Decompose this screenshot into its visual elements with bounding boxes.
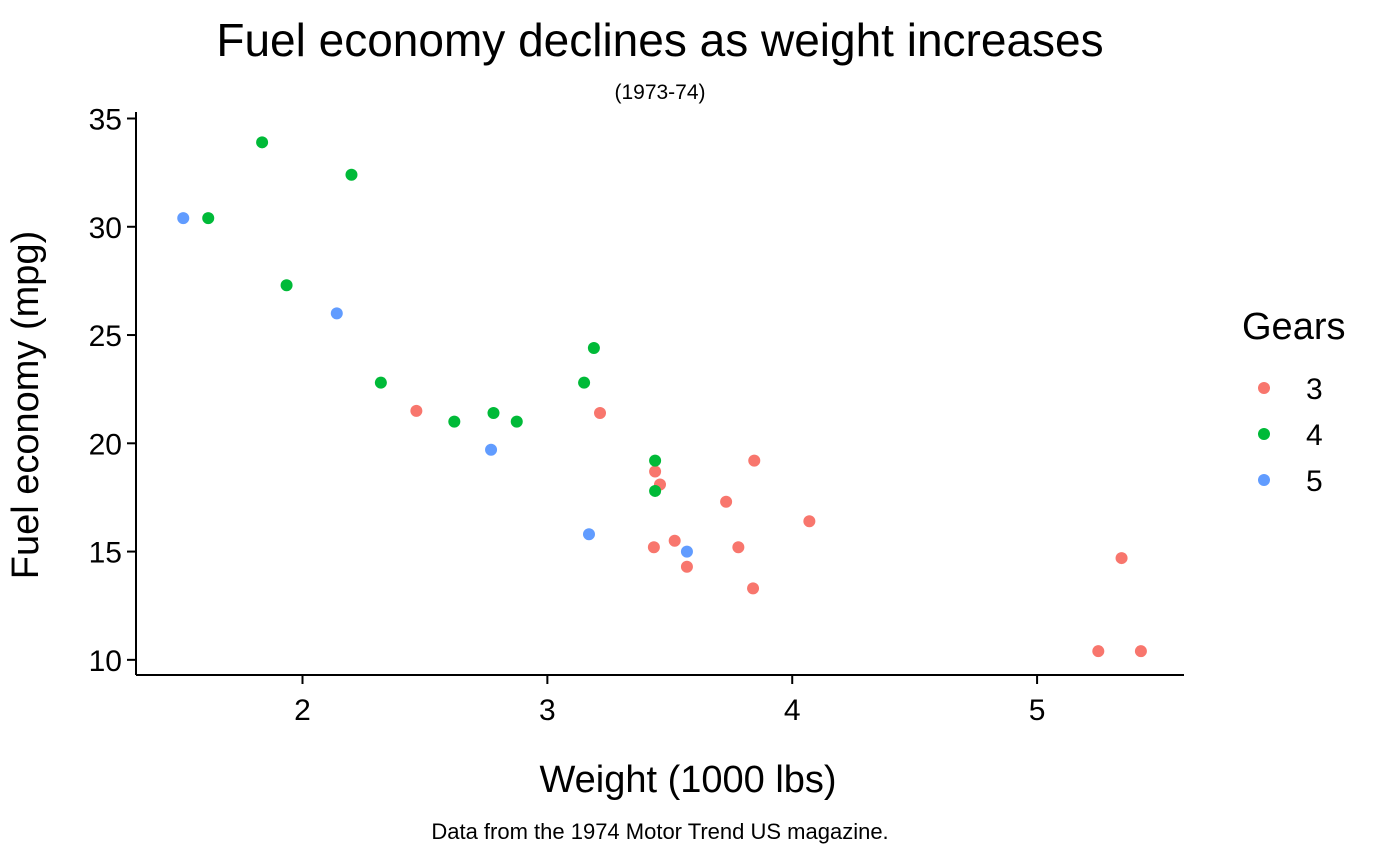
legend-key-4	[1258, 428, 1270, 440]
y-tick-label: 15	[89, 537, 122, 570]
data-point-gear-5	[485, 443, 498, 456]
data-point-gear-5	[330, 307, 343, 320]
data-point-gear-4	[578, 376, 591, 389]
data-point-gear-3	[1115, 552, 1128, 565]
data-point-gear-4	[487, 406, 500, 419]
data-points	[177, 136, 1147, 658]
data-point-gear-3	[410, 404, 423, 417]
x-axis-title: Weight (1000 lbs)	[539, 759, 836, 801]
data-point-gear-3	[732, 541, 745, 554]
legend-items: 3 4 5	[1258, 373, 1323, 498]
data-point-gear-3	[748, 454, 761, 467]
legend: Gears 3 4 5	[1242, 306, 1345, 498]
data-point-gear-3	[668, 534, 681, 547]
data-point-gear-4	[510, 415, 523, 428]
data-point-gear-4	[345, 168, 358, 181]
chart-title: Fuel economy declines as weight increase…	[216, 14, 1104, 66]
data-point-gear-3	[647, 541, 660, 554]
data-point-gear-4	[202, 212, 215, 225]
data-point-gear-3	[1134, 645, 1147, 658]
y-tick-label: 20	[89, 428, 122, 461]
data-point-gear-4	[587, 342, 600, 355]
legend-label-4: 4	[1306, 419, 1323, 452]
data-point-gear-3	[803, 515, 816, 528]
data-point-gear-3	[1092, 645, 1105, 658]
data-point-gear-4	[649, 454, 662, 467]
x-tick-label: 5	[1029, 694, 1046, 727]
y-tick-label: 35	[89, 103, 122, 136]
y-tick-label: 25	[89, 320, 122, 353]
data-point-gear-4	[374, 376, 387, 389]
chart-subtitle: (1973-74)	[614, 81, 706, 104]
x-tick-label: 3	[539, 694, 556, 727]
data-point-gear-3	[747, 582, 760, 595]
legend-label-5: 5	[1306, 465, 1323, 498]
data-point-gear-3	[594, 406, 607, 419]
data-point-gear-4	[256, 136, 269, 149]
x-tick-label: 2	[294, 694, 311, 727]
data-point-gear-3	[720, 495, 733, 508]
data-point-gear-3	[649, 465, 662, 478]
y-tick-label: 30	[89, 212, 122, 245]
data-point-gear-5	[680, 545, 693, 558]
data-point-gear-4	[280, 279, 293, 292]
data-point-gear-5	[177, 212, 190, 225]
y-axis-title: Fuel economy (mpg)	[5, 231, 47, 579]
legend-key-5	[1258, 474, 1270, 486]
x-tick-label: 4	[784, 694, 801, 727]
legend-title: Gears	[1242, 306, 1345, 348]
chart-caption: Data from the 1974 Motor Trend US magazi…	[431, 819, 889, 844]
legend-key-3	[1258, 382, 1270, 394]
data-point-gear-5	[582, 528, 595, 541]
plot-axes: 2 3 4 5 10 15 20 25 30 35	[89, 103, 1184, 727]
legend-label-3: 3	[1306, 373, 1323, 406]
y-tick-label: 10	[89, 645, 122, 678]
data-point-gear-4	[448, 415, 461, 428]
data-point-gear-4	[649, 484, 662, 497]
data-point-gear-3	[680, 560, 693, 573]
